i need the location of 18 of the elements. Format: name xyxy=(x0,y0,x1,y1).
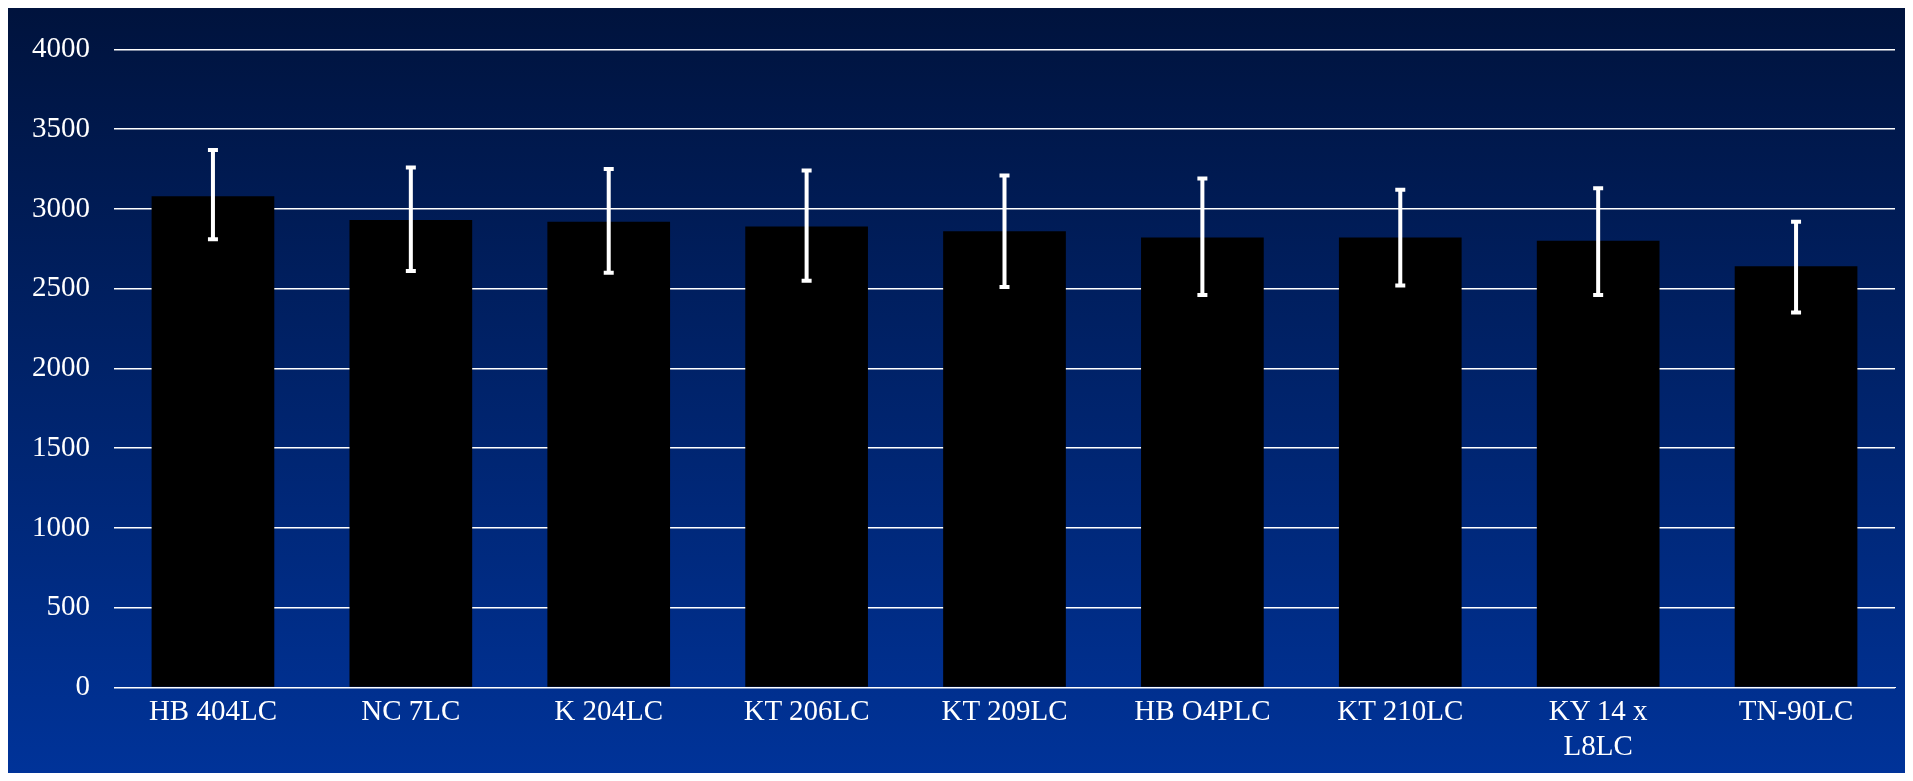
x-tick-label: HB O4PLC xyxy=(1134,694,1271,727)
x-tick-label: KT 210LC xyxy=(1337,694,1464,727)
x-tick-label: K 204LC xyxy=(554,694,664,727)
y-tick-label: 4000 xyxy=(32,31,90,64)
x-tick-label: HB 404LC xyxy=(148,694,277,727)
y-tick-label: 2000 xyxy=(32,350,90,383)
y-tick-label: 500 xyxy=(46,589,90,622)
y-tick-label: 1500 xyxy=(32,429,90,462)
x-tick-label: KY 14 x L8LC xyxy=(1548,694,1649,762)
y-tick-label: 3000 xyxy=(32,190,90,223)
x-tick-label: KT 206LC xyxy=(743,694,870,727)
x-tick-label: NC 7LC xyxy=(361,694,461,727)
y-tick-label: 0 xyxy=(75,669,90,702)
x-tick-label: KT 209LC xyxy=(941,694,1068,727)
x-tick-label: TN-90LC xyxy=(1738,694,1854,727)
y-tick-label: 3500 xyxy=(32,110,90,143)
y-tick-label: 1000 xyxy=(32,509,90,542)
y-tick-label: 2500 xyxy=(32,270,90,303)
